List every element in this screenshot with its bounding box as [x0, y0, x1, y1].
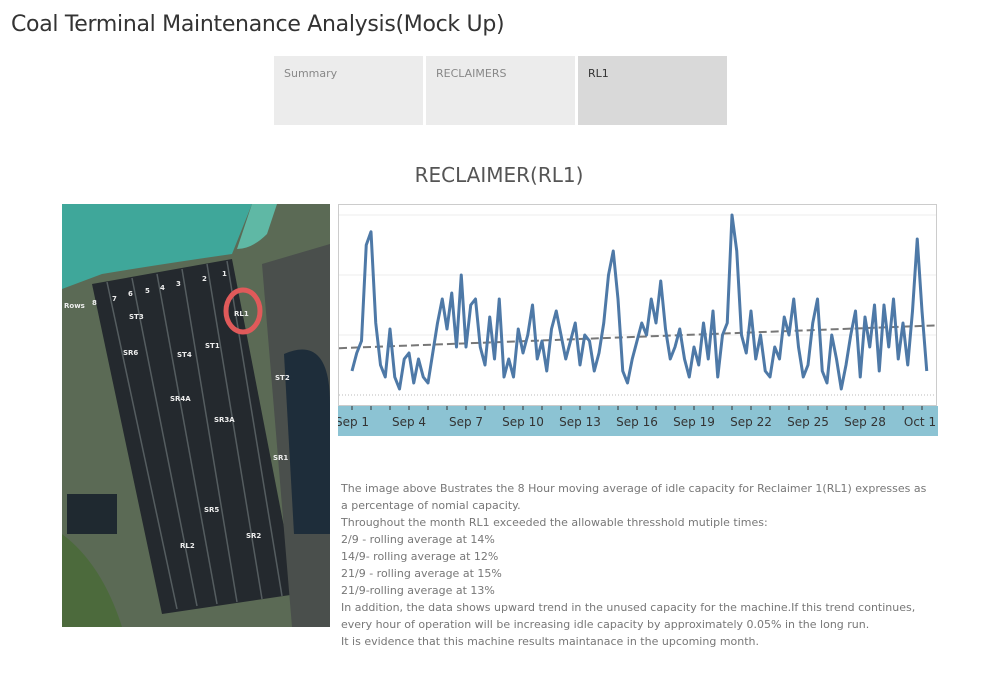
svg-text:3: 3	[176, 280, 181, 288]
svg-text:7: 7	[112, 295, 117, 303]
x-tick-label: Sep 1	[338, 415, 369, 429]
rl1-highlight-circle	[223, 287, 263, 335]
dashboard-title: Coal Terminal Maintenance Analysis(Mock …	[11, 12, 505, 37]
svg-text:SR1: SR1	[273, 454, 288, 462]
series-line	[350, 213, 929, 391]
svg-text:SR2: SR2	[246, 532, 261, 540]
svg-text:ST2: ST2	[275, 374, 290, 382]
description-line: The image above Bustrates the 8 Hour mov…	[341, 482, 927, 495]
x-tick-label: Sep 25	[787, 415, 829, 429]
description-line: 14/9- rolling average at 12%	[341, 550, 499, 563]
tab-summary[interactable]: Summary	[274, 56, 423, 125]
x-tick-label: Sep 19	[673, 415, 715, 429]
x-axis-band	[338, 406, 938, 436]
svg-text:ST3: ST3	[129, 313, 144, 321]
plot-area	[338, 204, 937, 406]
svg-text:ST4: ST4	[177, 351, 192, 359]
x-tick-label: Sep 10	[502, 415, 544, 429]
x-tick-label: Oct 1	[904, 415, 936, 429]
svg-text:SR3A: SR3A	[214, 416, 235, 424]
svg-text:8: 8	[92, 299, 97, 307]
x-tick-label: Sep 16	[616, 415, 658, 429]
description-line: In addition, the data shows upward trend…	[341, 601, 916, 614]
chart-heading: RECLAIMER(RL1)	[414, 163, 584, 187]
trend-line	[338, 324, 937, 350]
description-line: 2/9 - rolling average at 14%	[341, 533, 495, 546]
tab-reclaimers[interactable]: RECLAIMERS	[426, 56, 575, 125]
x-tick-label: Sep 28	[844, 415, 886, 429]
svg-text:6: 6	[128, 290, 133, 298]
description-line: every hour of operation will be increasi…	[341, 618, 870, 631]
svg-text:2: 2	[202, 275, 207, 283]
svg-text:SR4A: SR4A	[170, 395, 191, 403]
tab-rl1[interactable]: RL1	[578, 56, 727, 125]
svg-text:SR5: SR5	[204, 506, 219, 514]
description-line: Throughout the month RL1 exceeded the al…	[341, 516, 768, 529]
description-line: a percentage of nomial capacity.	[341, 499, 521, 512]
terminal-aerial-map: Rows 8 7 6 5 4 3 2 1 RL1 ST3 ST1 SR6 ST4 ST2 SR4A SR3…	[62, 204, 330, 627]
svg-text:RL2: RL2	[180, 542, 195, 550]
description-line: 21/9-rolling average at 13%	[341, 584, 495, 597]
tab-label: RECLAIMERS	[436, 67, 507, 80]
svg-text:Rows: Rows	[64, 302, 85, 310]
idle-capacity-line-chart: Sep 1 Sep 4 Sep 7 Sep 10 Sep 13 Sep 16 Sep 19 S…	[338, 204, 938, 436]
tab-label: RL1	[588, 67, 609, 80]
description-line: 21/9 - rolling average at 15%	[341, 567, 502, 580]
svg-text:SR6: SR6	[123, 349, 138, 357]
x-tick-label: Sep 22	[730, 415, 772, 429]
tab-label: Summary	[284, 67, 338, 80]
x-tick-label: Sep 7	[449, 415, 483, 429]
map-labels: Rows 8 7 6 5 4 3 2 1 RL1 ST3 ST1 SR6 ST4 ST2 SR4A SR3…	[64, 270, 290, 550]
description-line: It is evidence that this machine results…	[341, 635, 760, 648]
svg-text:ST1: ST1	[205, 342, 220, 350]
svg-text:RL1: RL1	[234, 310, 249, 318]
svg-text:1: 1	[222, 270, 227, 278]
x-tick-label: Sep 4	[392, 415, 426, 429]
x-tick-label: Sep 13	[559, 415, 601, 429]
analysis-description: The image above Bustrates the 8 Hour mov…	[341, 480, 941, 650]
svg-text:4: 4	[160, 284, 165, 292]
svg-text:5: 5	[145, 287, 150, 295]
